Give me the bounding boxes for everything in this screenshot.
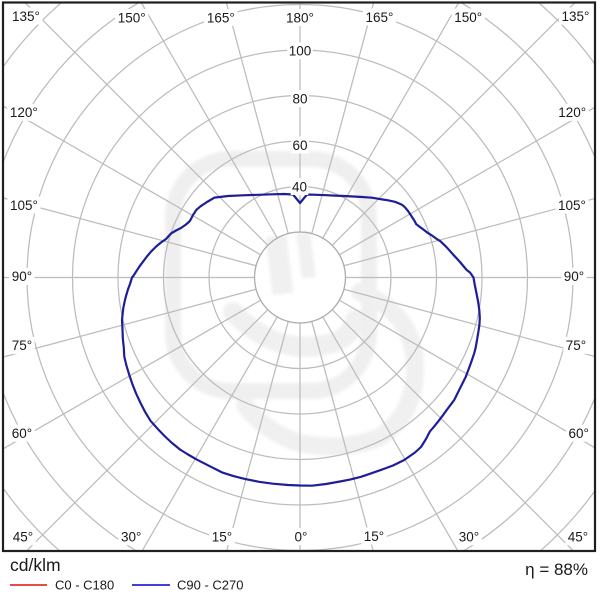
svg-text:75°: 75° [566,338,586,353]
svg-text:0°: 0° [294,529,307,544]
svg-text:120°: 120° [10,105,38,120]
svg-text:30°: 30° [121,529,141,544]
svg-text:165°: 165° [207,10,235,25]
svg-text:45°: 45° [568,529,588,544]
svg-text:60°: 60° [12,426,32,441]
svg-text:150°: 150° [118,10,146,25]
svg-text:C0 - C180: C0 - C180 [55,578,114,593]
svg-text:105°: 105° [558,198,586,213]
svg-text:75°: 75° [12,338,32,353]
svg-text:15°: 15° [364,529,384,544]
svg-text:180°: 180° [286,10,314,25]
svg-text:80: 80 [292,91,307,106]
svg-text:60: 60 [292,138,307,153]
svg-text:η = 88%: η = 88% [525,560,588,579]
svg-text:60°: 60° [568,426,588,441]
svg-text:40: 40 [292,179,307,194]
svg-text:90°: 90° [12,269,32,284]
svg-text:90°: 90° [564,269,584,284]
svg-text:135°: 135° [562,9,590,24]
svg-text:165°: 165° [366,10,394,25]
svg-text:120°: 120° [558,105,586,120]
svg-text:C90 - C270: C90 - C270 [177,578,243,593]
svg-text:45°: 45° [13,529,33,544]
svg-text:135°: 135° [12,9,40,24]
svg-text:cd/klm: cd/klm [10,555,61,575]
svg-text:150°: 150° [454,10,482,25]
svg-text:30°: 30° [459,529,479,544]
svg-text:100: 100 [289,44,312,59]
svg-text:105°: 105° [10,198,38,213]
svg-text:15°: 15° [212,529,232,544]
